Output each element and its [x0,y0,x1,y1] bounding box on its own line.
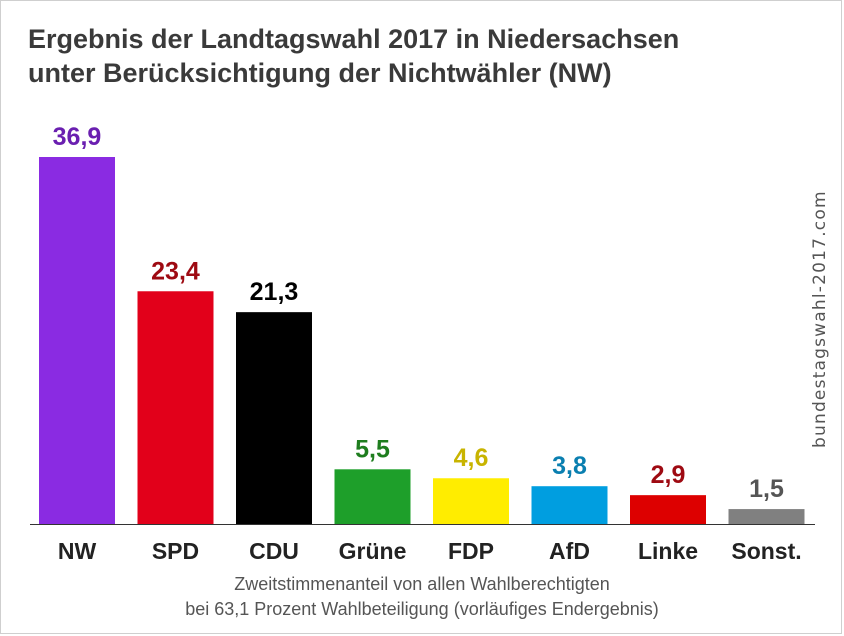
chart-caption: Zweitstimmenanteil von allen Wahlberecht… [0,572,844,622]
chart-title-line-2: unter Berücksichtigung der Nichtwähler (… [28,58,612,88]
bar-afd [531,486,608,524]
bar-spd [137,291,214,524]
chart-title-line-1: Ergebnis der Landtagswahl 2017 in Nieder… [28,24,680,54]
watermark: bundestagswahl-2017.com [810,190,830,448]
value-label-sonst: 1,5 [749,475,784,503]
bar-linke [630,495,706,524]
category-label-gr-ne: Grüne [339,538,407,564]
bar-cdu [236,312,312,524]
bar-gr-ne [334,469,411,524]
bar-fdp [433,478,509,524]
category-label-spd: SPD [152,538,199,564]
category-label-sonst: Sonst. [731,538,801,564]
chart-title: Ergebnis der Landtagswahl 2017 in Nieder… [28,22,679,90]
value-label-linke: 2,9 [651,461,686,489]
bar-sonst [728,509,805,524]
caption-line-1: Zweitstimmenanteil von allen Wahlberecht… [234,574,610,594]
caption-line-2: bei 63,1 Prozent Wahlbeteiligung (vorläu… [185,599,659,619]
value-label-fdp: 4,6 [454,444,489,472]
value-label-spd: 23,4 [151,257,200,285]
value-label-nw: 36,9 [53,123,102,151]
category-label-afd: AfD [549,538,590,564]
category-label-linke: Linke [638,538,698,564]
category-label-nw: NW [58,538,97,564]
category-label-cdu: CDU [249,538,299,564]
category-label-fdp: FDP [448,538,494,564]
value-label-cdu: 21,3 [250,278,299,306]
bar-nw [39,157,115,524]
value-label-gr-ne: 5,5 [355,435,390,463]
value-label-afd: 3,8 [552,452,587,480]
